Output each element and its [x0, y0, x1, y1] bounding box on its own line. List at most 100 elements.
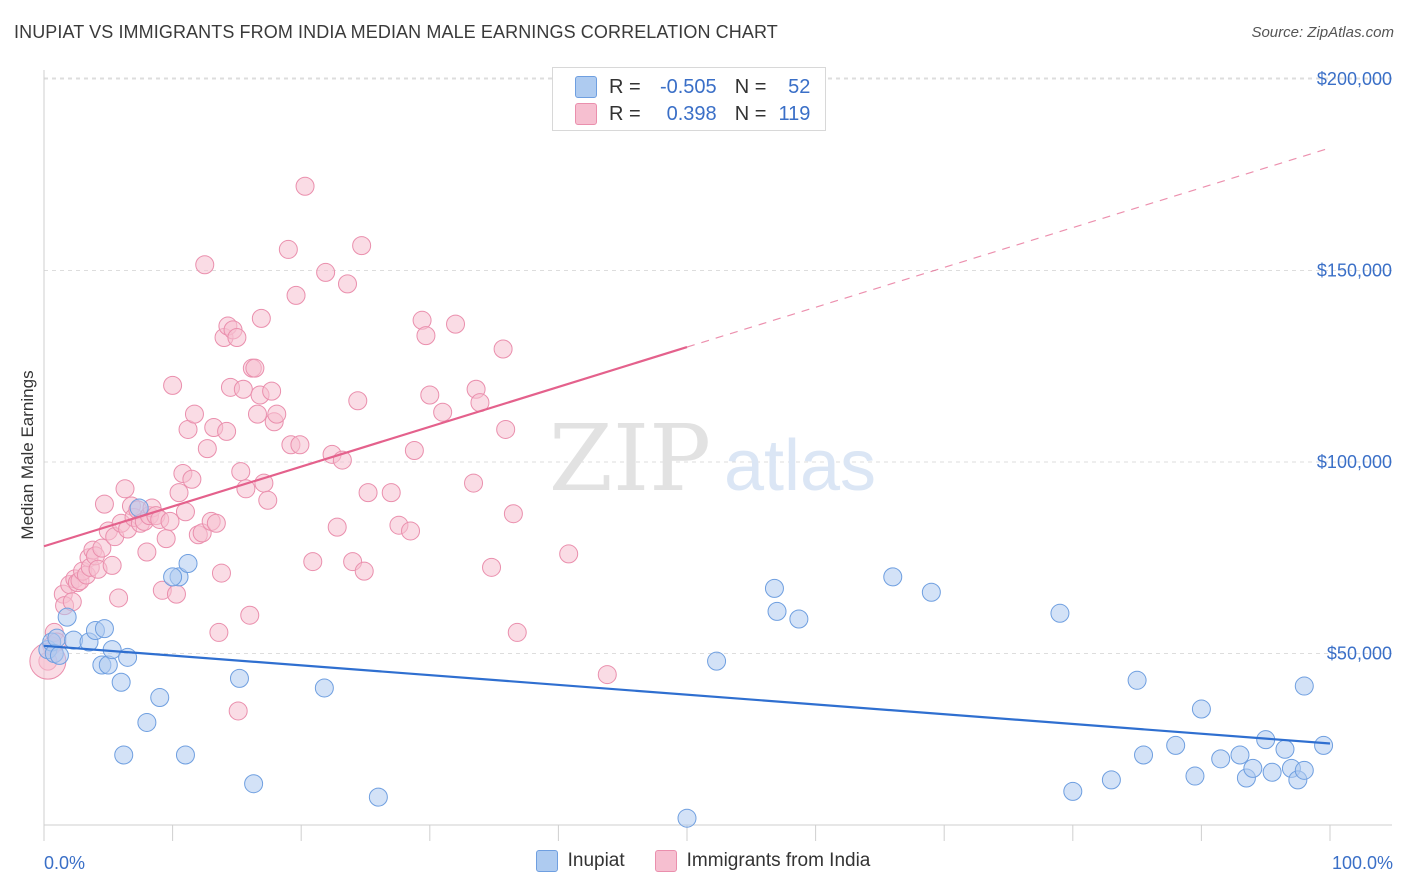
- legend-n-label: N =: [734, 75, 767, 98]
- india-point: [102, 555, 122, 575]
- india-point: [209, 622, 229, 642]
- inupiat-point: [1294, 676, 1314, 696]
- india-point: [240, 605, 260, 625]
- inupiat-point: [114, 745, 134, 765]
- india-point: [228, 701, 248, 721]
- trend-line-india-extension: [686, 147, 1331, 348]
- india-point: [482, 557, 502, 577]
- india-point: [295, 176, 315, 196]
- india-point: [247, 404, 267, 424]
- india-point: [433, 402, 453, 422]
- legend-r-label: R =: [609, 102, 641, 125]
- inupiat-point: [1262, 762, 1282, 782]
- inupiat-point: [677, 808, 697, 828]
- inupiat-point: [921, 582, 941, 602]
- inupiat-point: [1185, 766, 1205, 786]
- india-point: [496, 419, 516, 439]
- y-tick-labels: $50,000 $100,000 $150,000 $200,000: [1317, 69, 1392, 664]
- inupiat-point: [764, 578, 784, 598]
- legend-n-label: N =: [734, 102, 767, 125]
- india-point: [245, 358, 265, 378]
- india-point: [211, 563, 231, 583]
- legend-r-value: -0.505: [659, 75, 717, 98]
- inupiat-point: [1063, 781, 1083, 801]
- inupiat-point: [175, 745, 195, 765]
- india-point: [267, 404, 287, 424]
- inupiat-point: [49, 645, 69, 665]
- x-tick-label-min: 0.0%: [44, 853, 85, 873]
- inupiat-point: [789, 609, 809, 629]
- india-point: [92, 538, 112, 558]
- inupiat-point: [137, 712, 157, 732]
- india-point: [233, 379, 253, 399]
- india-point: [109, 588, 129, 608]
- india-point: [559, 544, 579, 564]
- inupiat-point: [111, 672, 131, 692]
- india-point: [416, 326, 436, 346]
- legend-swatch-blue: [575, 76, 597, 98]
- series-inupiat-points: [38, 498, 1334, 828]
- india-point: [303, 552, 323, 572]
- india-point: [184, 404, 204, 424]
- india-point: [597, 665, 617, 685]
- inupiat-point: [314, 678, 334, 698]
- source-label: Source: ZipAtlas.com: [1251, 24, 1394, 41]
- india-point: [197, 439, 217, 459]
- y-tick-label: $100,000: [1317, 452, 1392, 472]
- inupiat-point: [57, 607, 77, 627]
- inupiat-point: [1211, 749, 1231, 769]
- bottom-legend-inupiat: Inupiat: [535, 850, 625, 872]
- legend-row-india: R = 0.398 N = 119: [575, 101, 810, 127]
- india-point: [251, 308, 271, 328]
- india-point: [195, 255, 215, 275]
- inupiat-point: [244, 774, 264, 794]
- chart-title: INUPIAT VS IMMIGRANTS FROM INDIA MEDIAN …: [14, 22, 778, 42]
- inupiat-point: [1050, 603, 1070, 623]
- india-point: [420, 385, 440, 405]
- series-immigrants-from-india-points: [29, 176, 617, 721]
- india-point: [258, 490, 278, 510]
- india-point: [381, 483, 401, 503]
- inupiat-point: [1243, 758, 1263, 778]
- inupiat-point: [368, 787, 388, 807]
- inupiat-point: [767, 601, 787, 621]
- india-point: [94, 494, 114, 514]
- watermark-atlas: atlas: [724, 426, 876, 506]
- india-point: [464, 473, 484, 493]
- inupiat-point: [94, 619, 114, 639]
- inupiat-point: [1134, 745, 1154, 765]
- india-point: [404, 441, 424, 461]
- india-point: [401, 521, 421, 541]
- legend-swatch-pink: [575, 103, 597, 125]
- india-point: [354, 561, 374, 581]
- trend-line-inupiat: [43, 644, 1331, 745]
- india-point: [337, 274, 357, 294]
- inupiat-point: [1275, 739, 1295, 759]
- india-point: [327, 517, 347, 537]
- india-point: [348, 391, 368, 411]
- india-point: [137, 542, 157, 562]
- india-point: [262, 381, 282, 401]
- inupiat-point: [178, 553, 198, 573]
- inupiat-point: [163, 567, 183, 587]
- bottom-legend-swatch-pink: [654, 850, 677, 872]
- india-point: [493, 339, 513, 359]
- india-point: [227, 328, 247, 348]
- inupiat-point: [229, 668, 249, 688]
- india-point: [446, 314, 466, 334]
- india-point: [231, 462, 251, 482]
- inupiat-point: [1314, 735, 1334, 755]
- india-point: [182, 469, 202, 489]
- bottom-legend-label: Immigrants from India: [686, 850, 871, 871]
- y-axis-title: Median Male Earnings: [18, 370, 37, 539]
- trend-line-india: [43, 346, 688, 548]
- india-point: [206, 513, 226, 533]
- india-point: [352, 236, 372, 256]
- y-tick-label: $50,000: [1327, 644, 1392, 664]
- legend-n-value: 52: [788, 75, 811, 98]
- bottom-legend-label: Inupiat: [567, 850, 625, 871]
- inupiat-point: [883, 567, 903, 587]
- india-point: [290, 435, 310, 455]
- correlation-legend: R = -0.505 N = 52 R = 0.398 N = 119: [552, 67, 826, 131]
